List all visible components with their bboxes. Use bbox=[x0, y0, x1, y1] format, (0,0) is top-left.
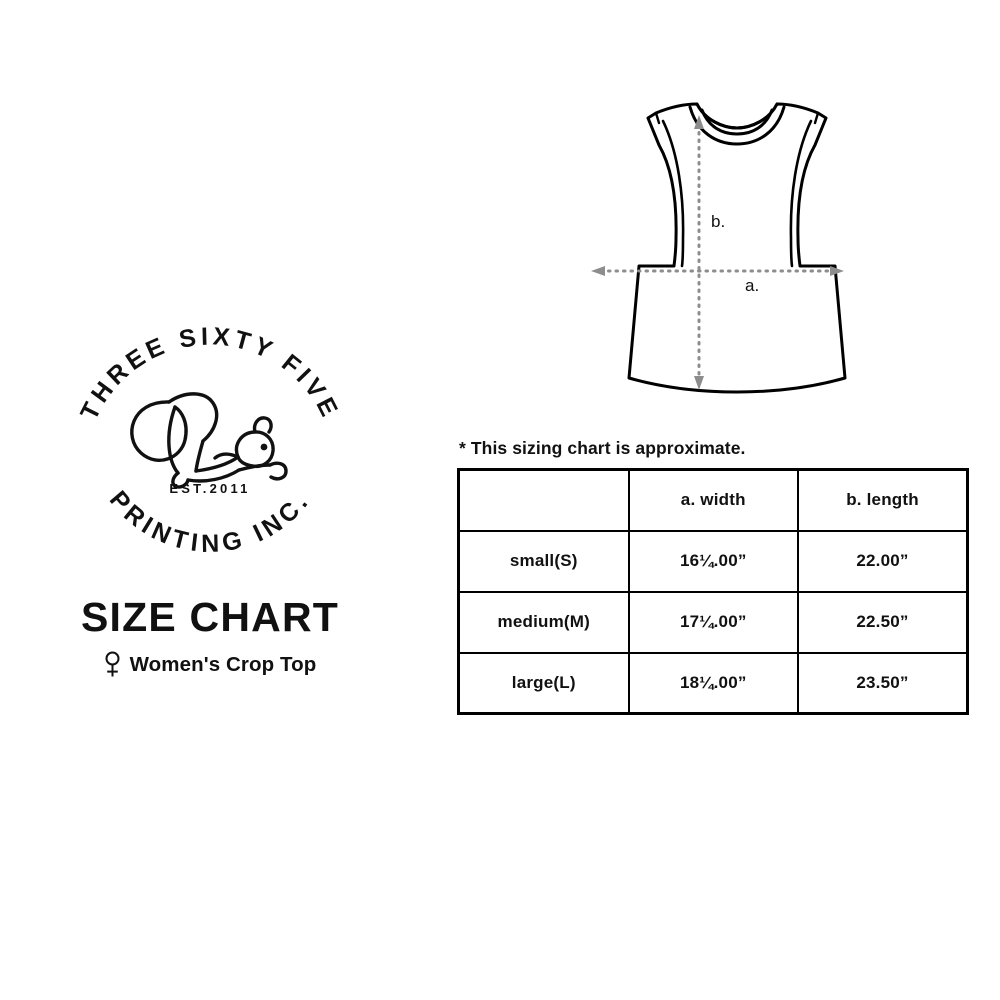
shoulder-seams bbox=[654, 111, 820, 125]
width-value-small: 16¼.00” bbox=[627, 529, 799, 593]
width-value-large: 18¼.00” bbox=[627, 651, 799, 715]
page-title: SIZE CHART bbox=[81, 594, 339, 640]
company-logo: THREE SIXTY FIVE PRINTING INC. EST.2011 bbox=[65, 285, 355, 575]
table-header-row: a. width b. length bbox=[457, 468, 969, 532]
table-row: large(L) 18¼.00” 23.50” bbox=[457, 651, 969, 715]
size-label-large: large(L) bbox=[457, 651, 630, 715]
squirrel-icon bbox=[130, 392, 288, 489]
table-row: small(S) 16¼.00” 22.00” bbox=[457, 529, 969, 593]
column-header-length: b. length bbox=[797, 468, 969, 532]
table-row: medium(M) 17¼.00” 22.50” bbox=[457, 590, 969, 654]
width-value-medium: 17¼.00” bbox=[627, 590, 799, 654]
armhole-lines bbox=[661, 119, 813, 268]
brand-column: THREE SIXTY FIVE PRINTING INC. EST.2011 bbox=[60, 285, 360, 678]
column-header-width: a. width bbox=[627, 468, 799, 532]
length-value-medium: 22.50” bbox=[797, 590, 969, 654]
page-subtitle: Women's Crop Top bbox=[129, 652, 317, 676]
approximate-note: * This sizing chart is approximate. bbox=[459, 438, 746, 458]
size-label-medium: medium(M) bbox=[457, 590, 630, 654]
logo-bottom-arc-text: PRINTING INC. bbox=[104, 486, 316, 558]
length-dimension-label: b. bbox=[711, 212, 725, 231]
garment-illustration: b. a. bbox=[545, 88, 895, 418]
table-corner-cell bbox=[457, 468, 630, 532]
logo-established-text: EST.2011 bbox=[169, 481, 250, 496]
size-chart-panel: * This sizing chart is approximate. a. w… bbox=[457, 438, 969, 715]
size-label-small: small(S) bbox=[457, 529, 630, 593]
subtitle-row: Women's Crop Top bbox=[60, 651, 360, 678]
length-value-large: 23.50” bbox=[797, 651, 969, 715]
length-value-small: 22.00” bbox=[797, 529, 969, 593]
logo-top-arc-text: THREE SIXTY FIVE bbox=[75, 322, 345, 424]
crop-top-outline bbox=[627, 102, 847, 394]
dimension-guides bbox=[591, 115, 844, 390]
width-dimension-label: a. bbox=[745, 276, 759, 295]
female-symbol-icon bbox=[105, 651, 120, 677]
size-table: a. width b. length small(S) 16¼.00” 22.0… bbox=[457, 468, 969, 715]
